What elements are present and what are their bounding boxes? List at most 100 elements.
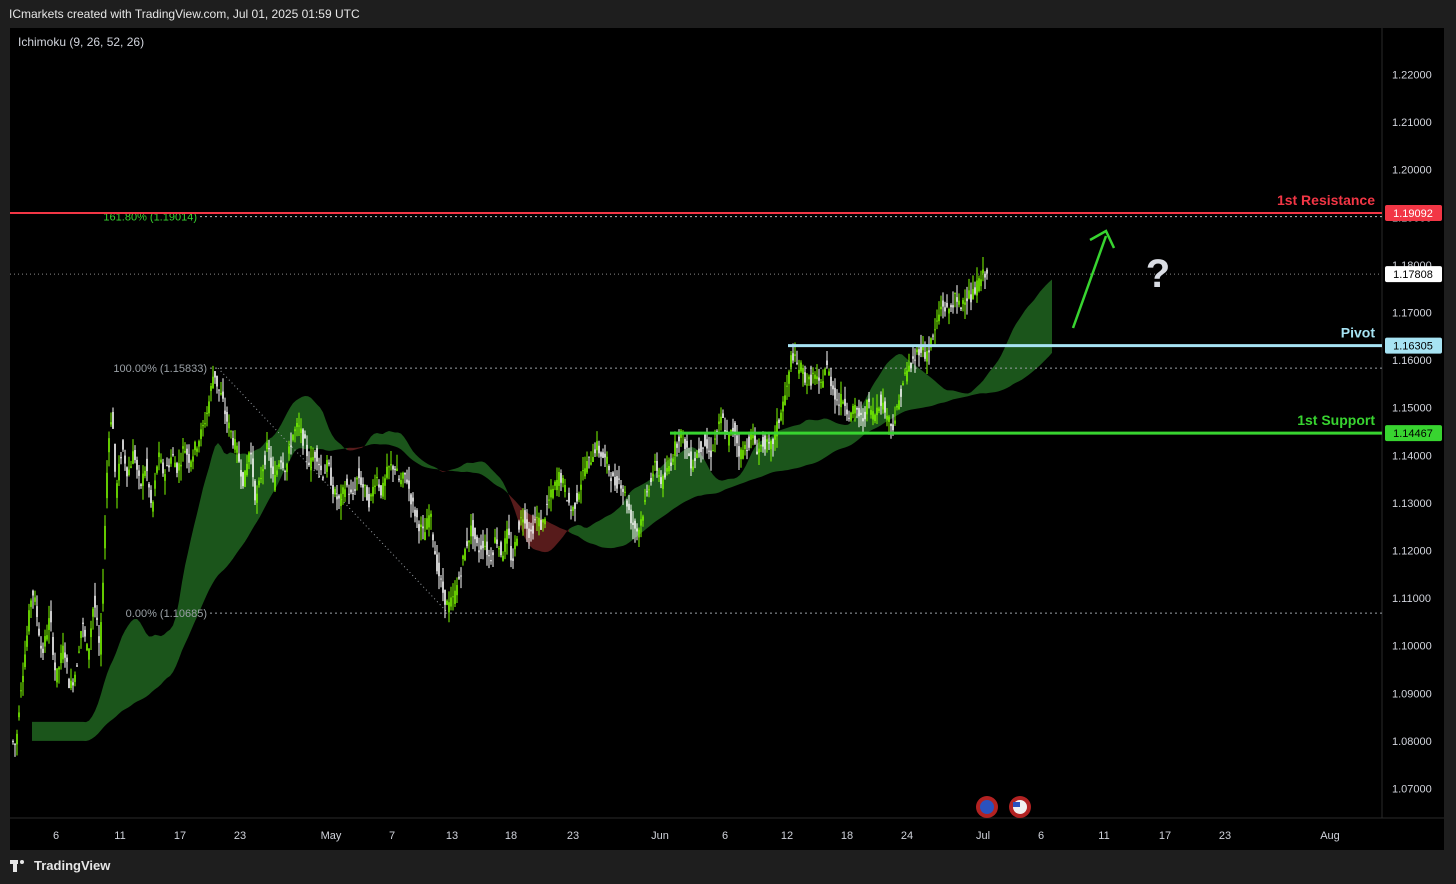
ichimoku-cloud <box>32 279 1052 742</box>
cloud-segment-bullish <box>62 721 65 741</box>
cloud-segment-bullish <box>710 470 713 495</box>
key-levels: 1st Resistance 1.19092 Pivot 1.16305 1st Sup… <box>10 192 1442 442</box>
cloud-segment-bullish <box>977 383 980 394</box>
tradingview-logo[interactable]: TradingView <box>10 858 110 873</box>
cloud-segment-bullish <box>959 392 962 399</box>
candle-body <box>654 460 656 463</box>
candle-body <box>720 416 722 424</box>
cloud-segment-bullish <box>365 440 368 447</box>
candle-body <box>792 353 794 361</box>
cloud-segment-bullish <box>338 442 341 450</box>
cloud-segment-bullish <box>617 507 620 548</box>
candle-body <box>608 465 610 471</box>
candle-body <box>690 451 692 469</box>
candle-body <box>446 600 448 605</box>
candle-body <box>136 459 138 470</box>
candle-body <box>498 548 500 550</box>
candle-body <box>522 519 524 523</box>
candle-body <box>476 536 478 543</box>
candle-body <box>830 376 832 387</box>
cloud-segment-bullish <box>989 368 992 393</box>
candle-body <box>960 307 962 310</box>
cloud-segment-bullish <box>128 621 131 708</box>
candle-body <box>500 542 502 556</box>
candle-body <box>254 480 256 501</box>
candle-body <box>966 298 968 302</box>
cloud-segment-bullish <box>137 618 140 702</box>
candle-body <box>626 500 628 507</box>
cloud-segment-bearish <box>545 520 548 553</box>
candle-body <box>252 458 254 478</box>
candle-body <box>858 407 860 417</box>
candle-body <box>948 309 950 314</box>
candle-body <box>280 460 282 463</box>
candle-body <box>380 485 382 496</box>
candle-body <box>846 409 848 415</box>
candle-body <box>790 355 792 368</box>
candle-body <box>536 516 538 518</box>
cloud-segment-bullish <box>116 644 119 717</box>
cloud-segment-bullish <box>437 468 440 471</box>
price-tick-label: 1.09000 <box>1392 688 1432 700</box>
candle-body <box>650 477 652 483</box>
candle-body <box>544 518 546 525</box>
cloud-segment-bullish <box>623 497 626 546</box>
level-price-tag <box>1385 337 1442 354</box>
cloud-segment-bullish <box>992 364 995 393</box>
candle-body <box>290 445 292 447</box>
candle-body <box>256 493 258 503</box>
candle-body <box>396 468 398 471</box>
cloud-segment-bullish <box>1016 319 1019 383</box>
cloud-segment-bullish <box>65 721 68 741</box>
candle-body <box>92 608 94 617</box>
cloud-segment-bullish <box>95 703 98 737</box>
cloud-segment-bullish <box>83 721 86 742</box>
candle-body <box>112 412 114 429</box>
cloud-segment-bullish <box>56 721 59 741</box>
cloud-segment-bullish <box>38 721 41 741</box>
time-tick-label: 24 <box>901 830 913 842</box>
candle-body <box>218 389 220 391</box>
candle-body <box>578 493 580 500</box>
candle-body <box>248 452 250 463</box>
chart-area[interactable]: 1.07000 1.08000 1.09000 1.10000 1.11000 1.120… <box>10 28 1444 850</box>
candle-body <box>466 541 468 547</box>
cloud-segment-bullish <box>206 467 209 597</box>
candle-body <box>244 470 246 487</box>
candle-body <box>816 376 818 380</box>
cloud-segment-bullish <box>926 373 929 408</box>
candle-body <box>190 461 192 468</box>
candle-body <box>668 465 670 472</box>
candle-body <box>700 441 702 453</box>
price-chart[interactable]: 1.07000 1.08000 1.09000 1.10000 1.11000 1.120… <box>10 28 1444 850</box>
candle-body <box>666 467 668 472</box>
cloud-segment-bullish <box>941 386 944 403</box>
candle-body <box>76 665 78 667</box>
candle-body <box>416 510 418 518</box>
candle-body <box>778 419 780 424</box>
candle-body <box>696 453 698 459</box>
cloud-segment-bullish <box>911 362 914 410</box>
candle-body <box>642 516 644 521</box>
candle-body <box>474 527 476 540</box>
candle-body <box>34 597 36 602</box>
cloud-segment-bullish <box>923 371 926 408</box>
candle-body <box>880 394 882 406</box>
candle-body <box>556 479 558 491</box>
cloud-segment-bullish <box>113 652 116 720</box>
candle-body <box>402 472 404 479</box>
cloud-segment-bearish <box>560 527 563 541</box>
candle-body <box>134 450 136 461</box>
cloud-segment-bullish <box>914 364 917 410</box>
candle-body <box>406 479 408 483</box>
candle-body <box>32 590 34 596</box>
candle-body <box>866 400 868 415</box>
time-tick-label: 7 <box>389 830 395 842</box>
cloud-segment-bullish <box>467 462 470 473</box>
candle-body <box>126 467 128 477</box>
arrow-shaft <box>1071 235 1108 329</box>
candle-body <box>12 741 14 743</box>
candle-body <box>936 320 938 322</box>
candle-body <box>686 440 688 448</box>
candle-body <box>216 375 218 387</box>
